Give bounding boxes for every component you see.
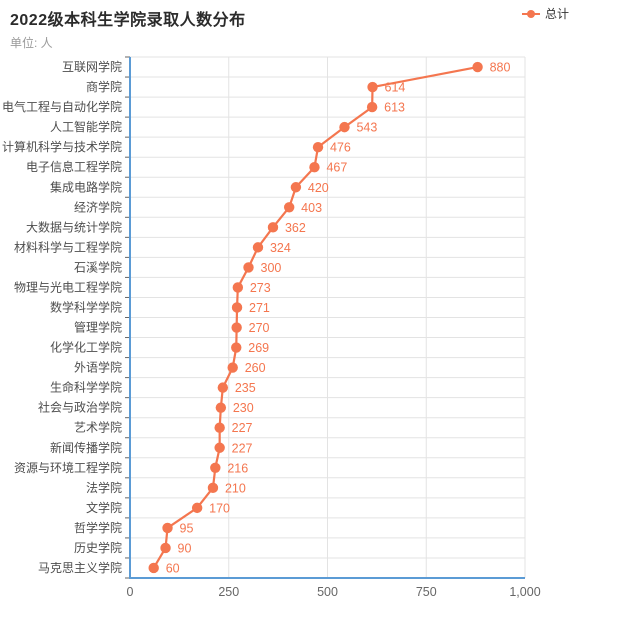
data-point-label: 230 — [233, 401, 254, 415]
y-axis-category-label: 物理与光电工程学院 — [14, 279, 122, 294]
y-axis-category-label: 文学院 — [86, 500, 122, 515]
legend-label: 总计 — [545, 7, 570, 21]
data-point-label: 614 — [385, 81, 406, 95]
data-point[interactable] — [210, 462, 221, 473]
y-axis-category-label: 大数据与统计学院 — [26, 219, 122, 234]
data-point[interactable] — [214, 442, 225, 453]
data-point-label: 403 — [301, 201, 322, 215]
y-axis-category-label: 电子信息工程学院 — [26, 159, 122, 174]
data-point-label: 216 — [227, 461, 248, 475]
y-axis-category-label: 艺术学院 — [74, 420, 122, 435]
legend-item-total[interactable]: 总计 — [522, 5, 569, 22]
y-axis-category-label: 数学科学学院 — [50, 299, 122, 314]
data-point-label: 260 — [245, 361, 266, 375]
data-point[interactable] — [217, 382, 229, 393]
data-point[interactable] — [160, 542, 171, 554]
x-axis-tick-label: 250 — [218, 585, 239, 599]
data-point-label: 362 — [285, 221, 306, 235]
data-point[interactable] — [231, 342, 242, 353]
data-point[interactable] — [207, 482, 219, 494]
data-point-label: 270 — [249, 321, 270, 335]
data-point[interactable] — [231, 322, 242, 333]
data-point-label: 170 — [209, 501, 230, 515]
y-axis-category-label: 外语学院 — [74, 360, 122, 375]
y-axis-category-label: 社会与政治学院 — [38, 400, 122, 415]
data-point[interactable] — [312, 141, 324, 153]
data-point[interactable] — [367, 81, 378, 93]
data-point[interactable] — [267, 222, 279, 233]
data-point-label: 613 — [384, 101, 405, 115]
y-axis-category-label: 集成电路学院 — [50, 179, 122, 194]
page-title: 2022级本科生学院录取人数分布 — [10, 12, 246, 29]
data-point-label: 227 — [232, 441, 253, 455]
data-point-label: 467 — [326, 161, 347, 175]
data-point-label: 476 — [330, 141, 351, 155]
data-point-label: 95 — [180, 521, 194, 535]
y-axis-category-label: 材料科学与工程学院 — [14, 239, 122, 254]
y-axis-category-label: 计算机科学与技术学院 — [2, 139, 122, 154]
y-axis-category-label: 电气工程与自动化学院 — [2, 99, 122, 114]
data-point-label: 271 — [249, 301, 270, 315]
y-axis-category-label: 石溪学院 — [74, 259, 122, 274]
data-point-label: 300 — [261, 261, 282, 275]
data-point-label: 90 — [178, 541, 192, 555]
y-axis-category-label: 新闻传播学院 — [50, 440, 122, 455]
data-point[interactable] — [243, 262, 254, 273]
y-axis-category-label: 化学化工学院 — [50, 340, 122, 355]
data-point[interactable] — [232, 282, 244, 293]
data-point-label: 543 — [356, 121, 377, 135]
y-axis-category-label: 人工智能学院 — [50, 119, 122, 134]
data-point-label: 60 — [166, 561, 180, 575]
data-point[interactable] — [283, 202, 295, 213]
y-axis-category-label: 经济学院 — [74, 199, 122, 214]
data-point-label: 324 — [270, 241, 291, 255]
chart-subtitle: 单位: 人 — [10, 36, 53, 50]
y-axis-category-label: 生命科学学院 — [50, 380, 122, 395]
data-point[interactable] — [309, 162, 320, 173]
y-axis-category-label: 历史学院 — [74, 540, 122, 555]
data-point[interactable] — [215, 402, 227, 413]
data-point-label: 273 — [250, 281, 271, 295]
data-point-label: 227 — [232, 421, 253, 435]
line-chart: 0 250 500 750 1,000 互联网学院商学院电气工程与自动化学院人工智能学院计… — [2, 56, 541, 599]
y-axis-category-label: 管理学院 — [74, 320, 122, 335]
data-point[interactable] — [339, 121, 350, 133]
y-axis-category-label: 互联网学院 — [62, 59, 122, 74]
data-point[interactable] — [214, 422, 225, 433]
data-point[interactable] — [148, 562, 159, 574]
data-point-label: 210 — [225, 481, 246, 495]
data-point[interactable] — [231, 302, 243, 313]
legend-dot — [527, 9, 535, 18]
x-axis-tick-label: 1,000 — [509, 585, 540, 599]
legend: 总计 — [522, 5, 569, 22]
legend-line-dot-icon — [522, 9, 540, 19]
x-axis-tick-label: 0 — [127, 585, 134, 599]
data-point-label: 880 — [490, 61, 511, 75]
x-axis-tick-label: 750 — [416, 585, 437, 599]
y-axis-category-label: 法学院 — [86, 480, 122, 495]
data-point[interactable] — [366, 101, 378, 113]
data-point[interactable] — [290, 182, 302, 193]
y-axis-category-label: 马克思主义学院 — [38, 560, 122, 575]
data-point[interactable] — [162, 522, 173, 534]
data-point[interactable] — [472, 61, 483, 73]
data-point[interactable] — [227, 362, 238, 373]
data-point[interactable] — [252, 242, 264, 253]
y-axis-category-label: 资源与环境工程学院 — [14, 460, 122, 475]
data-point-label: 235 — [235, 381, 256, 395]
x-axis-tick-label: 500 — [317, 585, 338, 599]
data-point[interactable] — [191, 502, 203, 514]
data-point-label: 269 — [248, 341, 269, 355]
y-axis-category-label: 商学院 — [86, 79, 122, 94]
data-point-label: 420 — [308, 181, 329, 195]
y-axis-category-label: 哲学学院 — [74, 520, 122, 535]
